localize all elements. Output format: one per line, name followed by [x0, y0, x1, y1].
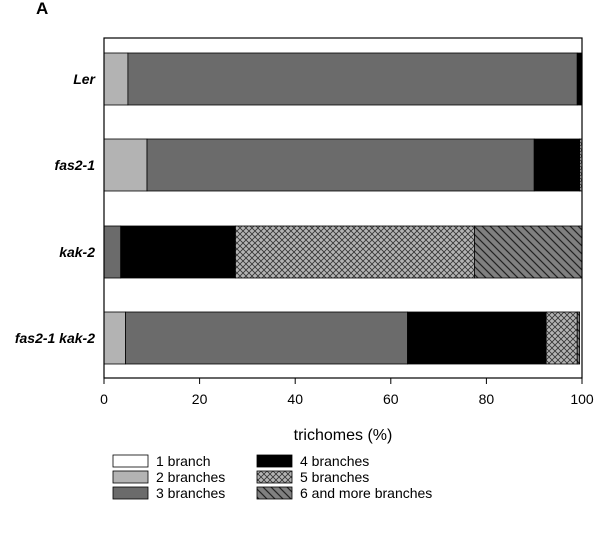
x-tick-label: 100: [570, 391, 594, 407]
bar-segment-fas2-1-3-branches: [146, 138, 535, 192]
legend-label: 5 branches: [300, 469, 369, 485]
category-label: fas2-1 kak-2: [15, 330, 95, 346]
x-tick-label: 60: [383, 391, 399, 407]
category-label: fas2-1: [55, 157, 96, 173]
legend-swatch-1-branch: [112, 454, 149, 468]
bar-segment-kak-2-5-branches: [235, 225, 475, 279]
legend-label: 2 branches: [156, 469, 225, 485]
bar-segment-fas2-1-4-branches: [533, 138, 581, 192]
legend-swatch-2-branches: [112, 470, 149, 484]
bar-segment-fas2-1-kak-2-4-branches: [407, 311, 547, 365]
bar-segment-fas2-1-kak-2-6-and-more-branches: [576, 311, 581, 365]
legend-label: 3 branches: [156, 485, 225, 501]
bar-segment-kak-2-4-branches: [120, 225, 236, 279]
category-label: kak-2: [59, 244, 95, 260]
bar-segment-fas2-1-2-branches: [103, 138, 148, 192]
x-tick-label: 40: [287, 391, 303, 407]
legend-swatch-5-branches: [256, 470, 293, 484]
bar-segment-ler-4-branches: [576, 52, 583, 106]
bar-segment-fas2-1-kak-2-3-branches: [125, 311, 408, 365]
bar-segment-ler-2-branches: [103, 52, 129, 106]
x-axis-title: trichomes (%): [294, 427, 393, 444]
bar-segment-kak-2-6-and-more-branches: [474, 225, 583, 279]
legend-label: 1 branch: [156, 453, 210, 469]
bar-segment-fas2-1-kak-2-5-branches: [545, 311, 578, 365]
plot-frame: [103, 37, 583, 379]
bar-segment-ler-3-branches: [127, 52, 578, 106]
x-tick-label: 80: [479, 391, 495, 407]
legend-label: 6 and more branches: [300, 485, 432, 501]
x-axis-ticks: 0 20 40 60 80 100: [100, 378, 594, 407]
x-tick-label: 20: [192, 391, 208, 407]
legend-label: 4 branches: [300, 453, 369, 469]
bars-layer: [103, 52, 583, 365]
bar-segment-fas2-1-kak-2-2-branches: [103, 311, 126, 365]
panel-label: A: [36, 0, 48, 18]
x-tick-label: 0: [100, 391, 108, 407]
legend-swatch-3-branches: [112, 486, 149, 500]
legend-swatch-4-branches: [256, 454, 293, 468]
bar-segment-kak-2-3-branches: [103, 225, 122, 279]
category-labels: Ler fas2-1 kak-2 fas2-1 kak-2: [15, 71, 97, 346]
legend-swatch-6-and-more-branches: [256, 486, 293, 500]
category-label: Ler: [73, 71, 96, 87]
